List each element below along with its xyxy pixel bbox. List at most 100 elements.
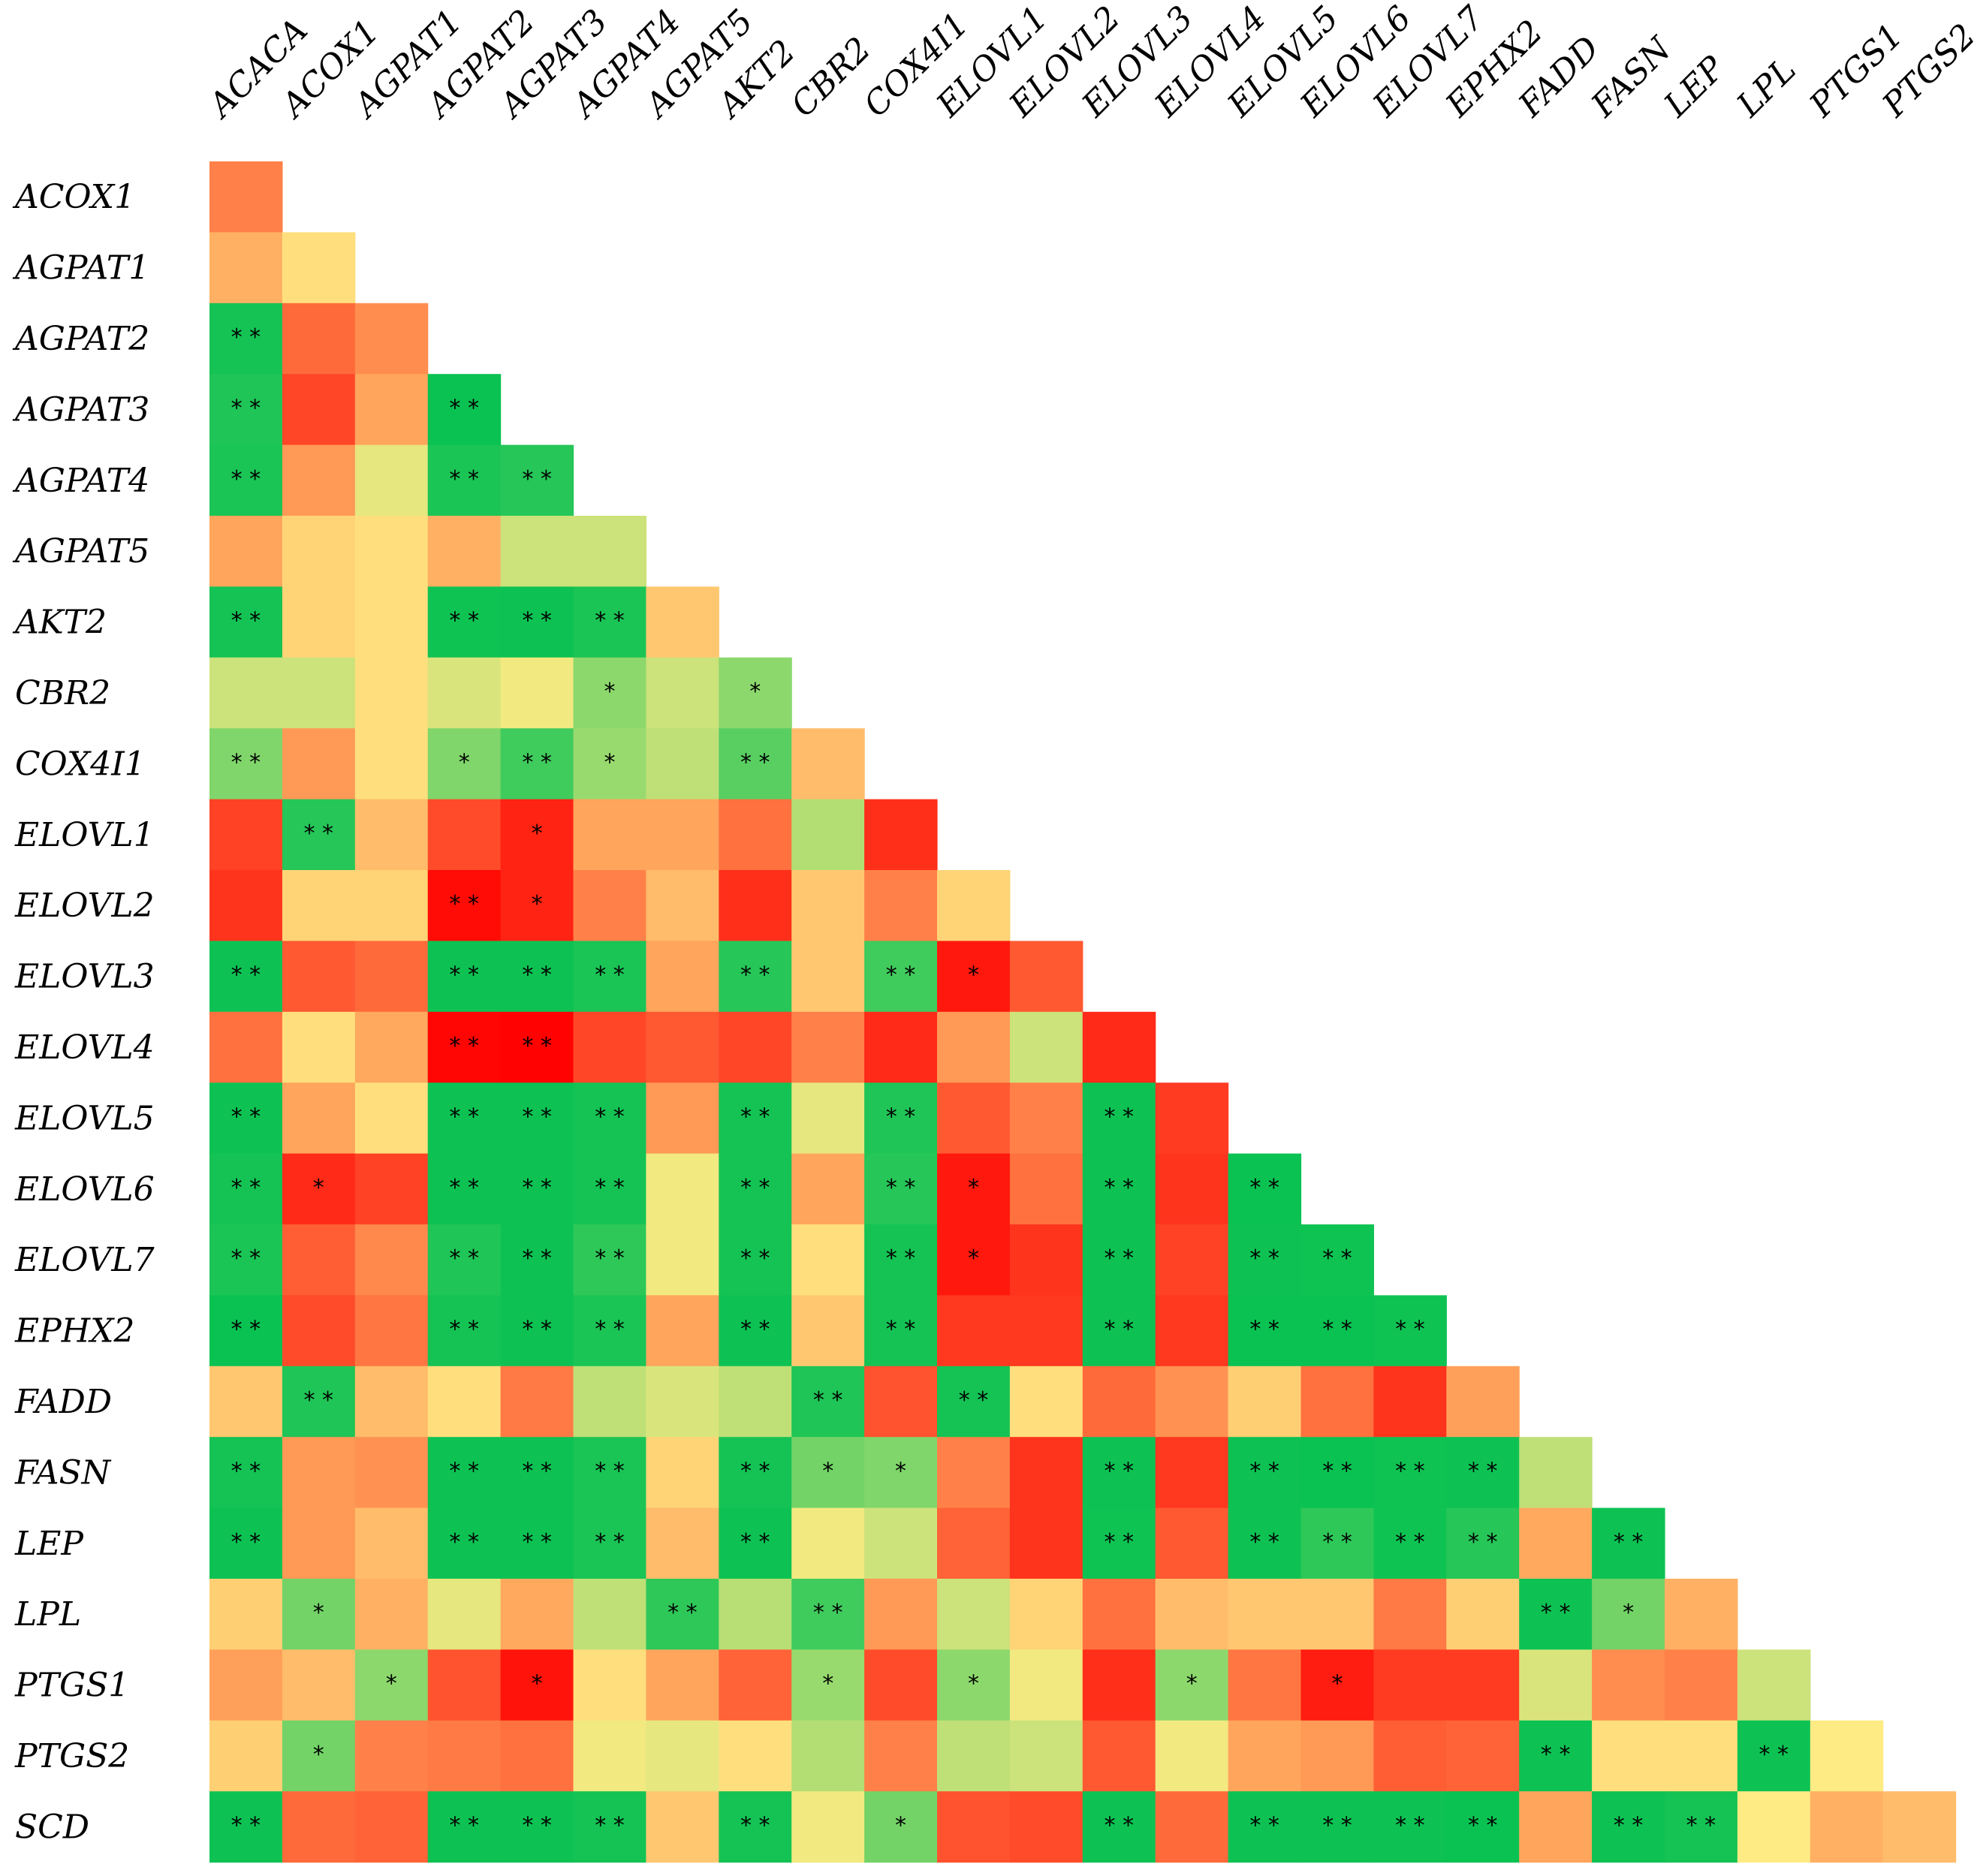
heatmap-cell-LEP-EPHX2 bbox=[1446, 1507, 1520, 1579]
significance-mark-ELOVL2-AGPAT3: * bbox=[532, 891, 543, 917]
heatmap-cell-AGPAT5-AGPAT4 bbox=[573, 516, 646, 587]
significance-mark-ELOVL5-ELOVL3: * * bbox=[1105, 1104, 1135, 1130]
heatmap-cell-LPL-AGPAT4 bbox=[573, 1579, 646, 1650]
significance-mark-SCD-ELOVL5: * * bbox=[1249, 1812, 1279, 1838]
heatmap-cell-AGPAT4-ACACA bbox=[209, 444, 283, 516]
heatmap-cell-EPHX2-AGPAT2 bbox=[427, 1295, 502, 1367]
heatmap-cell-PTGS2-EPHX2 bbox=[1446, 1720, 1520, 1792]
significance-mark-ELOVL3-AGPAT2: * * bbox=[449, 962, 479, 989]
heatmap-cell-LPL-LEP bbox=[1665, 1579, 1738, 1650]
significance-mark-ELOVL3-ACACA: * * bbox=[231, 962, 261, 989]
row-label-AKT2: AKT2 bbox=[12, 604, 107, 642]
heatmap-cell-ELOVL7-ELOVL4 bbox=[1155, 1224, 1229, 1296]
heatmap-cell-AGPAT5-AGPAT1 bbox=[354, 516, 429, 587]
heatmap-cell-EPHX2-ELOVL2 bbox=[1009, 1295, 1083, 1367]
heatmap-cell-FASN-COX4I1 bbox=[864, 1437, 938, 1509]
heatmap-cell-COX4I1-CBR2 bbox=[791, 728, 865, 800]
heatmap-cell-COX4I1-ACOX1 bbox=[282, 728, 356, 800]
heatmap-cell-ELOVL6-AKT2 bbox=[719, 1153, 792, 1225]
significance-mark-SCD-COX4I1: * bbox=[895, 1812, 906, 1838]
heatmap-cell-ELOVL1-AGPAT5 bbox=[646, 799, 719, 871]
heatmap-cell-SCD-PTGS2 bbox=[1882, 1791, 1957, 1863]
significance-mark-SCD-ELOVL6: * * bbox=[1322, 1812, 1352, 1838]
heatmap-cell-ELOVL4-AGPAT1 bbox=[354, 1011, 429, 1083]
significance-mark-ELOVL7-AGPAT2: * * bbox=[449, 1245, 479, 1272]
significance-mark-EPHX2-AGPAT2: * * bbox=[449, 1317, 479, 1343]
heatmap-cell-LPL-AGPAT2 bbox=[427, 1579, 502, 1650]
heatmap-cell-FADD-ACACA bbox=[209, 1366, 283, 1438]
row-label-SCD: SCD bbox=[15, 1808, 89, 1846]
heatmap-cell-ELOVL4-COX4I1 bbox=[864, 1011, 938, 1083]
significance-mark-SCD-AGPAT3: * * bbox=[522, 1812, 552, 1838]
significance-mark-COX4I1-AGPAT2: * bbox=[459, 749, 470, 775]
significance-mark-PTGS1-ELOVL6: * bbox=[1332, 1671, 1343, 1697]
significance-mark-LEP-AKT2: * * bbox=[740, 1529, 770, 1555]
row-label-PTGS2: PTGS2 bbox=[14, 1737, 129, 1775]
heatmap-cell-PTGS1-ELOVL6 bbox=[1300, 1649, 1374, 1721]
heatmap-cell-LEP-FADD bbox=[1519, 1507, 1593, 1579]
heatmap-cell-AKT2-AGPAT5 bbox=[646, 586, 719, 658]
heatmap-cell-ELOVL2-AGPAT4 bbox=[573, 870, 646, 941]
heatmap-cell-ELOVL7-ELOVL6 bbox=[1300, 1224, 1374, 1296]
significance-mark-ELOVL7-ACACA: * * bbox=[231, 1245, 261, 1272]
heatmap-cell-EPHX2-ELOVL5 bbox=[1228, 1295, 1302, 1367]
heatmap-cell-AGPAT3-AGPAT2 bbox=[427, 374, 502, 446]
heatmap-cell-ELOVL7-AGPAT5 bbox=[646, 1224, 719, 1296]
heatmap-cell-LEP-FASN bbox=[1592, 1507, 1665, 1579]
heatmap-cell-ELOVL5-AGPAT5 bbox=[646, 1083, 719, 1155]
significance-mark-SCD-LEP: * * bbox=[1686, 1812, 1716, 1838]
column-labels: ACACAACOX1AGPAT1AGPAT2AGPAT3AGPAT4AGPAT5… bbox=[200, 0, 1980, 127]
significance-mark-ELOVL5-AKT2: * * bbox=[740, 1104, 770, 1130]
significance-mark-SCD-AGPAT4: * * bbox=[595, 1812, 625, 1838]
heatmap-cell-ELOVL1-CBR2 bbox=[791, 799, 865, 871]
heatmap-cell-SCD-FADD bbox=[1519, 1791, 1593, 1863]
row-label-EPHX2: EPHX2 bbox=[14, 1312, 134, 1351]
heatmap-cell-LEP-ELOVL1 bbox=[937, 1507, 1011, 1579]
heatmap-cell-LEP-ACACA bbox=[209, 1507, 283, 1579]
heatmap-cell-PTGS2-ELOVL4 bbox=[1155, 1720, 1229, 1792]
heatmap-cell-SCD-ELOVL1 bbox=[937, 1791, 1011, 1863]
row-label-AGPAT5: AGPAT5 bbox=[12, 532, 149, 571]
heatmap-cell-ELOVL5-CBR2 bbox=[791, 1083, 865, 1155]
significance-mark-EPHX2-ACACA: * * bbox=[231, 1317, 261, 1343]
heatmap-cell-AGPAT4-AGPAT3 bbox=[500, 444, 574, 516]
significance-mark-LPL-FADD: * * bbox=[1541, 1600, 1571, 1626]
significance-mark-FASN-ELOVL6: * * bbox=[1322, 1458, 1352, 1484]
significance-mark-LEP-EPHX2: * * bbox=[1468, 1529, 1498, 1555]
row-label-AGPAT4: AGPAT4 bbox=[12, 462, 149, 500]
heatmap-cell-ELOVL6-AGPAT4 bbox=[573, 1153, 646, 1225]
significance-mark-ELOVL4-AGPAT2: * * bbox=[449, 1033, 479, 1059]
significance-mark-ELOVL7-AGPAT3: * * bbox=[522, 1245, 552, 1272]
significance-mark-LPL-FASN: * bbox=[1623, 1600, 1634, 1626]
significance-mark-AGPAT4-AGPAT3: * * bbox=[522, 466, 552, 492]
significance-mark-LEP-AGPAT2: * * bbox=[449, 1529, 479, 1555]
significance-mark-SCD-ELOVL3: * * bbox=[1105, 1812, 1135, 1838]
significance-mark-PTGS1-ELOVL4: * bbox=[1186, 1671, 1198, 1697]
heatmap-cell-FASN-ELOVL6 bbox=[1300, 1437, 1374, 1509]
significance-mark-AKT2-AGPAT4: * * bbox=[595, 608, 625, 634]
heatmap-cell-LPL-ELOVL3 bbox=[1082, 1579, 1156, 1650]
heatmap-cell-SCD-COX4I1 bbox=[864, 1791, 938, 1863]
significance-mark-ELOVL3-COX4I1: * * bbox=[886, 962, 916, 989]
heatmap-cell-LPL-AKT2 bbox=[719, 1579, 792, 1650]
heatmap-cell-PTGS1-ELOVL4 bbox=[1155, 1649, 1229, 1721]
heatmap-cell-ELOVL7-ELOVL5 bbox=[1228, 1224, 1302, 1296]
heatmap-cell-PTGS2-ELOVL3 bbox=[1082, 1720, 1156, 1792]
significance-mark-ELOVL7-COX4I1: * * bbox=[886, 1245, 916, 1272]
row-label-ELOVL5: ELOVL5 bbox=[14, 1099, 155, 1137]
significance-mark-AGPAT2-ACACA: * * bbox=[231, 324, 261, 351]
significance-mark-ELOVL7-ELOVL5: * * bbox=[1249, 1245, 1279, 1272]
heatmap-cell-PTGS2-AGPAT3 bbox=[500, 1720, 574, 1792]
heatmap-cell-PTGS1-ACOX1 bbox=[282, 1649, 356, 1721]
heatmap-cell-PTGS2-ELOVL5 bbox=[1228, 1720, 1302, 1792]
heatmap-cell-ELOVL7-AGPAT1 bbox=[354, 1224, 429, 1296]
heatmap-cell-ELOVL2-ACOX1 bbox=[282, 870, 356, 941]
heatmap-cell-ELOVL7-ACOX1 bbox=[282, 1224, 356, 1296]
row-label-LEP: LEP bbox=[14, 1525, 84, 1563]
significance-mark-SCD-ELOVL7: * * bbox=[1395, 1812, 1425, 1838]
heatmap-cell-FASN-AGPAT5 bbox=[646, 1437, 719, 1509]
significance-mark-ELOVL7-AKT2: * * bbox=[740, 1245, 770, 1272]
heatmap-cell-ELOVL6-ACACA bbox=[209, 1153, 283, 1225]
row-label-ELOVL7: ELOVL7 bbox=[14, 1241, 155, 1279]
heatmap-cell-ELOVL6-ACOX1 bbox=[282, 1153, 356, 1225]
